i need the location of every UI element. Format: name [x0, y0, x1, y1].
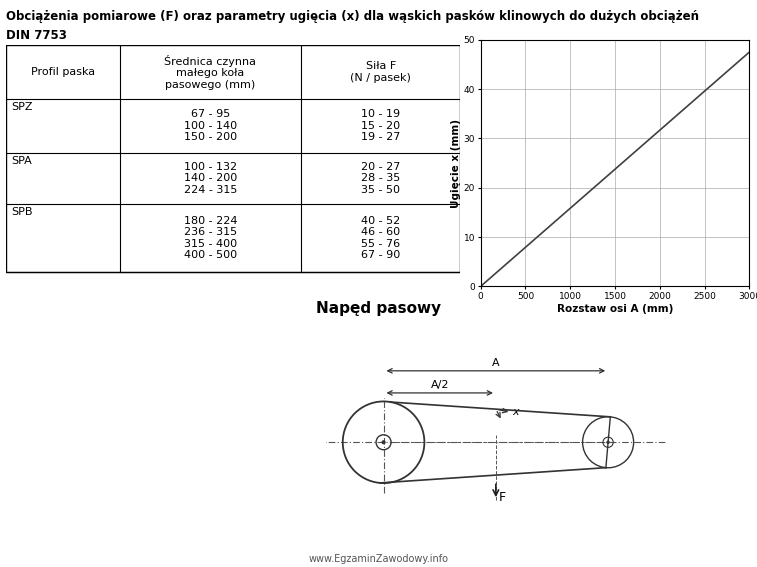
- Text: www.EgzaminZawodowy.info: www.EgzaminZawodowy.info: [309, 554, 448, 564]
- Text: DIN 7753: DIN 7753: [6, 29, 67, 43]
- Text: Siła F
(N / pasek): Siła F (N / pasek): [350, 61, 411, 83]
- Text: Obciążenia pomiarowe (F) oraz parametry ugięcia (x) dla wąskich pasków klinowych: Obciążenia pomiarowe (F) oraz parametry …: [6, 10, 699, 23]
- Text: Średnica czynna
małego koła
pasowego (mm): Średnica czynna małego koła pasowego (mm…: [164, 54, 257, 90]
- Text: F: F: [499, 491, 506, 504]
- Text: A/2: A/2: [431, 380, 449, 390]
- Circle shape: [382, 441, 385, 443]
- Text: 67 - 95
100 - 140
150 - 200: 67 - 95 100 - 140 150 - 200: [184, 109, 237, 142]
- Text: A: A: [492, 358, 500, 368]
- Text: SPZ: SPZ: [11, 102, 33, 112]
- Circle shape: [607, 441, 609, 443]
- Text: 40 - 52
46 - 60
55 - 76
67 - 90: 40 - 52 46 - 60 55 - 76 67 - 90: [361, 215, 400, 260]
- Text: 100 - 132
140 - 200
224 - 315: 100 - 132 140 - 200 224 - 315: [184, 162, 237, 195]
- X-axis label: Rozstaw osi A (mm): Rozstaw osi A (mm): [557, 304, 673, 314]
- Text: SPA: SPA: [11, 155, 33, 166]
- Y-axis label: Ugięcie x (mm): Ugięcie x (mm): [451, 119, 461, 208]
- Text: 10 - 19
15 - 20
19 - 27: 10 - 19 15 - 20 19 - 27: [361, 109, 400, 142]
- Text: Profil paska: Profil paska: [31, 67, 95, 77]
- Text: SPB: SPB: [11, 207, 33, 217]
- Text: 180 - 224
236 - 315
315 - 400
400 - 500: 180 - 224 236 - 315 315 - 400 400 - 500: [184, 215, 237, 260]
- Text: Napęd pasowy: Napęd pasowy: [316, 301, 441, 315]
- Text: 20 - 27
28 - 35
35 - 50: 20 - 27 28 - 35 35 - 50: [361, 162, 400, 195]
- Text: x: x: [512, 407, 519, 417]
